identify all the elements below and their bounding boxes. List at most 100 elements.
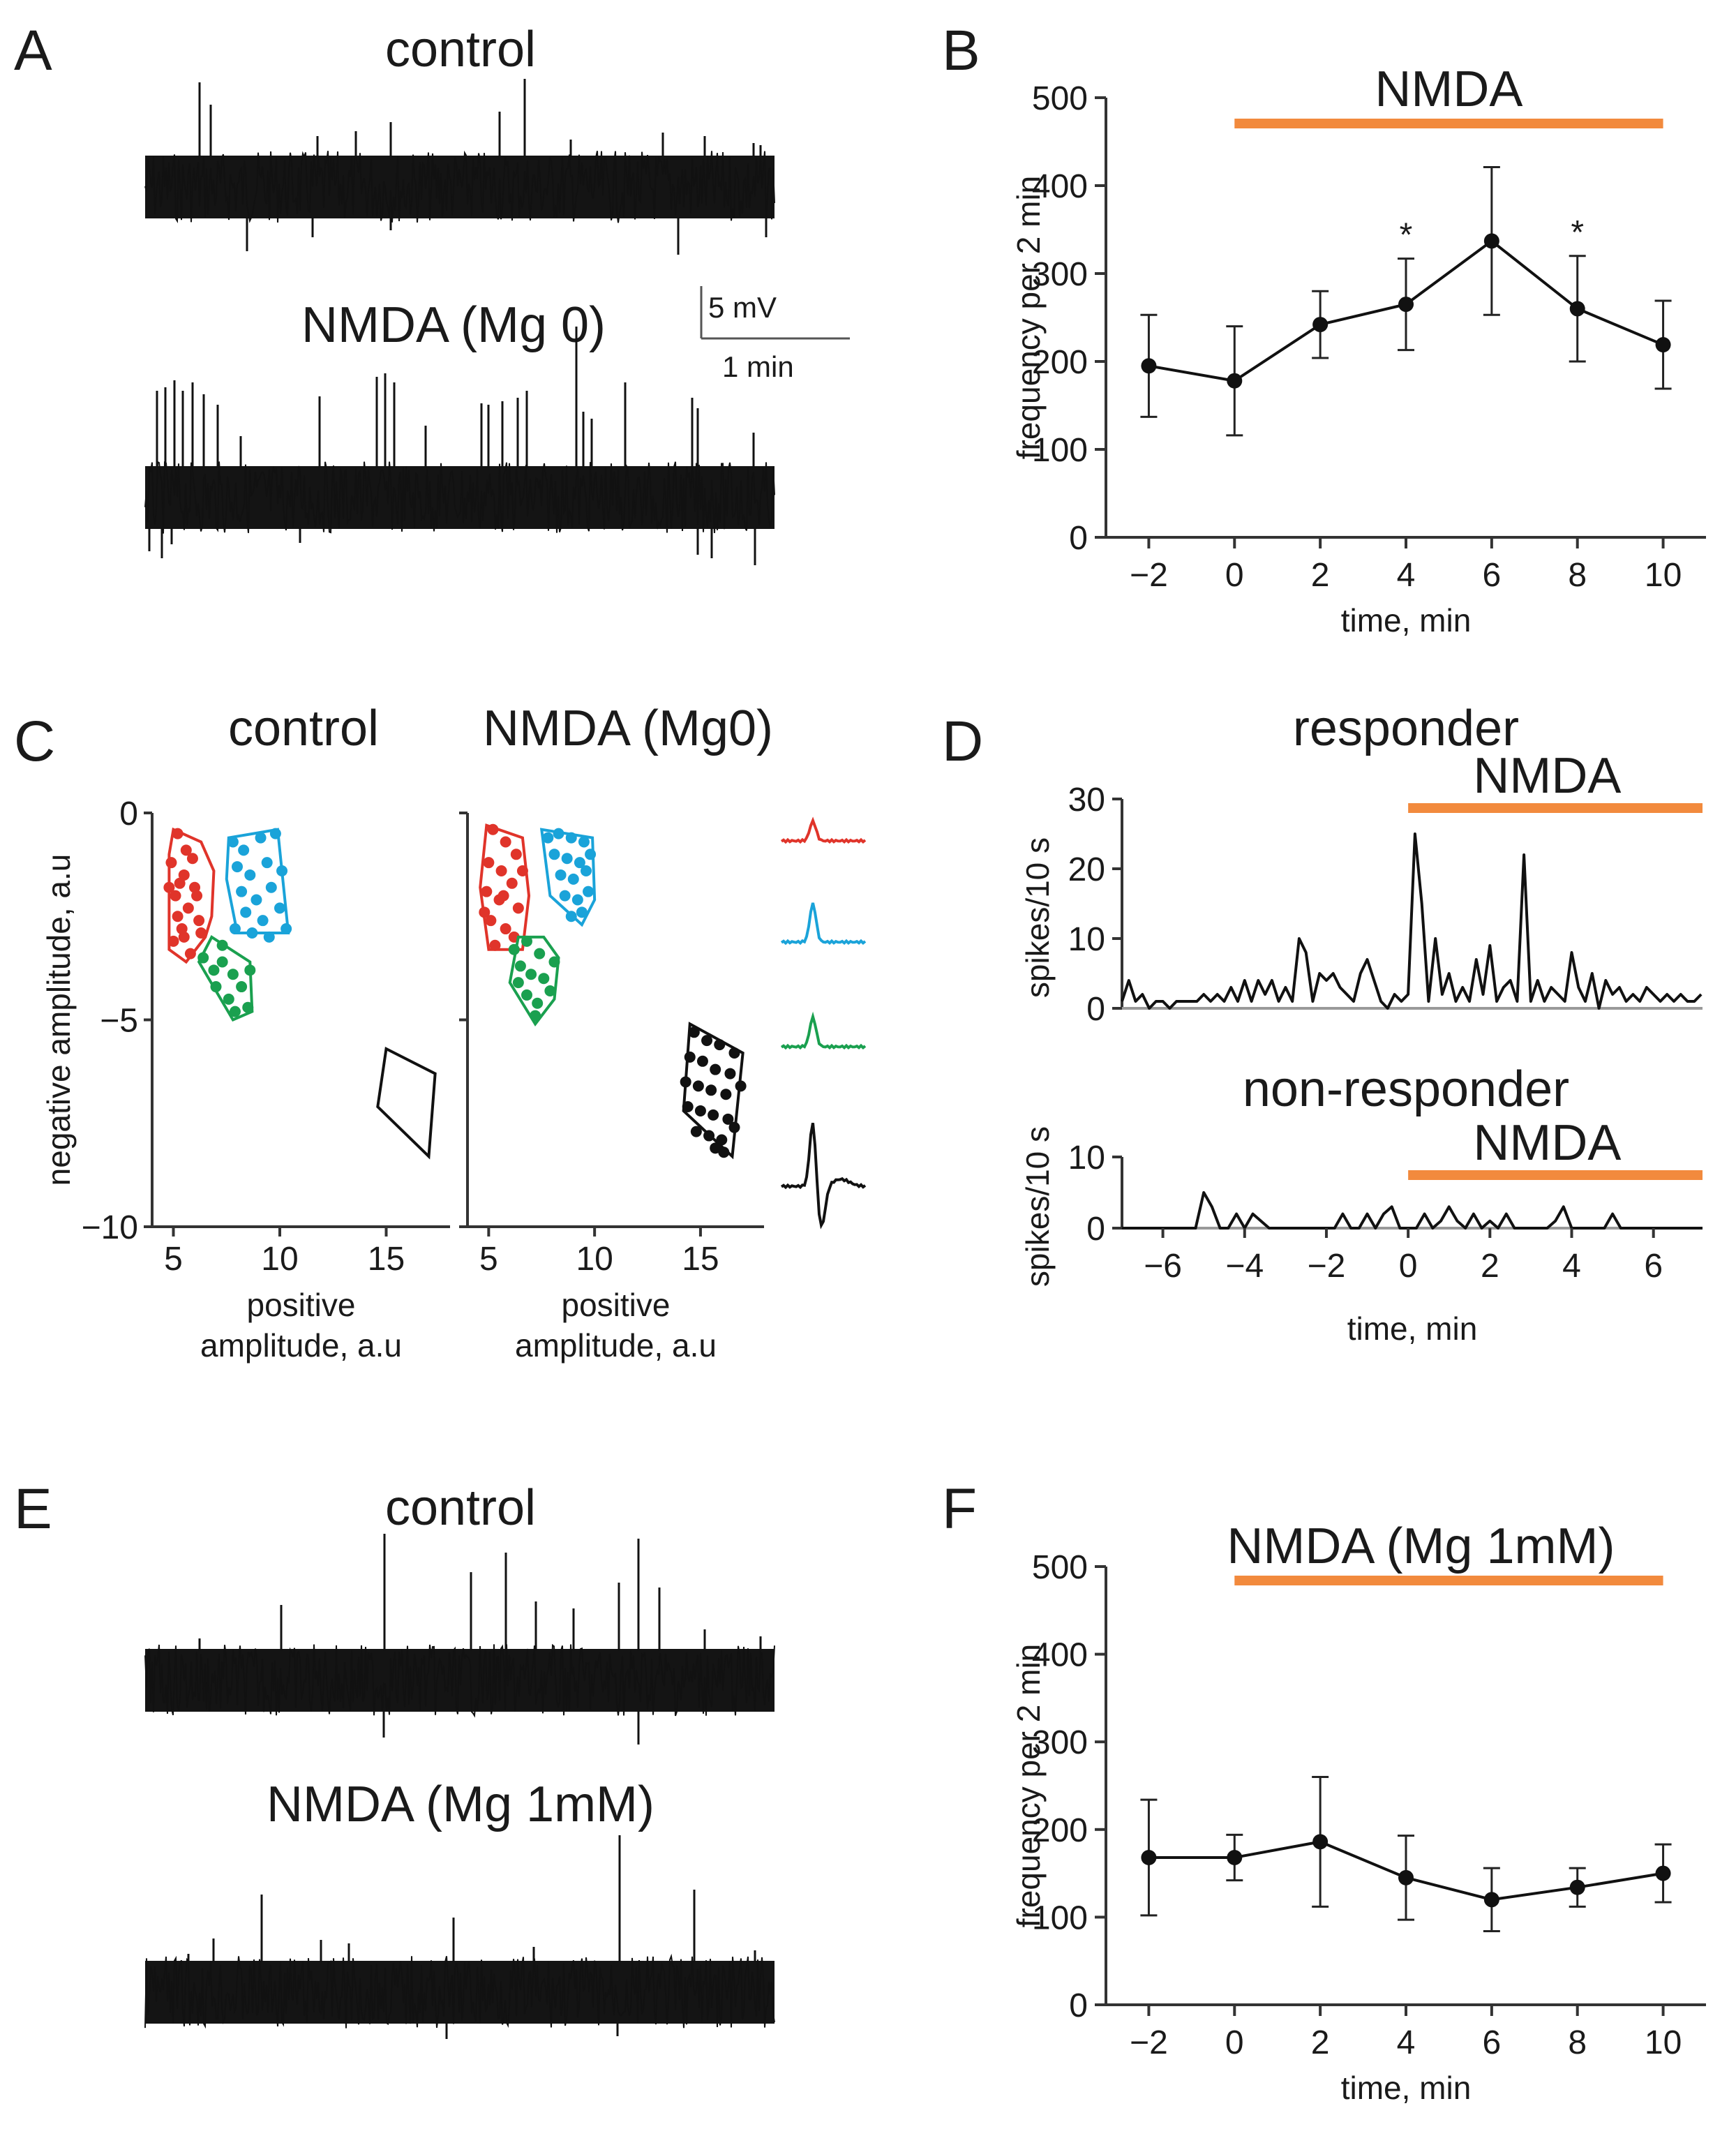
F-data-point xyxy=(1312,1834,1329,1850)
F-data-point xyxy=(1398,1869,1414,1885)
panel-d-letter: D xyxy=(942,710,983,773)
C-control-cluster-green-point xyxy=(216,956,228,968)
waveform-green xyxy=(780,1011,867,1050)
panel-e-nmda-noise xyxy=(144,1953,775,2029)
D-non-responder-y-axis-title: spikes/10 s xyxy=(1019,1126,1056,1287)
C-control-cluster-green-point xyxy=(210,981,222,993)
C-nmda-cluster-red-point xyxy=(485,915,497,927)
C-control-cluster-red-point xyxy=(178,869,190,881)
C-nmda-cluster-black-point xyxy=(696,1055,708,1067)
C-nmda-cluster-blue-point xyxy=(553,828,564,839)
panel-e-nmda-trace xyxy=(144,1835,775,2039)
C-nmda-cluster-red-hull xyxy=(479,823,531,951)
panel-d-non-responder-chart: non-responder 0 10 spikes/10 s NMDA −6 −4 −2 0 2 4… xyxy=(1019,1061,1703,1347)
C-nmda-cluster-blue-point xyxy=(555,869,567,881)
F-y-axis-title: frequency per 2 min xyxy=(1010,1644,1047,1928)
C-control-cluster-blue-point xyxy=(232,861,243,873)
F-y-tick-label: 400 xyxy=(1032,1637,1088,1674)
C-nmda-cluster-black-point xyxy=(710,1142,721,1154)
B-data-point xyxy=(1227,373,1243,389)
C-control-cluster-blue-point xyxy=(274,902,285,914)
C-control-cluster-blue-point xyxy=(261,857,273,869)
panel-a-scale-bar: 5 mV 1 min xyxy=(700,286,850,383)
C-control-cluster-green-point xyxy=(242,1001,254,1013)
C-control-cluster-blue-point xyxy=(236,886,248,897)
C-control-cluster-green-point xyxy=(208,964,220,976)
C-control-cluster-blue-point xyxy=(244,869,256,881)
D-non-responder-x-tick-label: 4 xyxy=(1562,1248,1581,1285)
panel-f-frequency-chart: 0 100 200 300 400 500 −2 0 2 4 6 8 10 time, min freque… xyxy=(1010,1518,1706,2106)
C-nmda-cluster-blue-point xyxy=(561,853,573,865)
B-x-tick-label: 10 xyxy=(1645,557,1682,594)
C-nmda-cluster-black-point xyxy=(692,1080,704,1092)
C-nmda-cluster-black-point xyxy=(682,1101,694,1113)
C-nmda-cluster-red-point xyxy=(510,849,522,860)
C-nmda-cluster-blue-point xyxy=(576,906,588,918)
B-y-tick-label: 500 xyxy=(1032,80,1088,117)
C-control-cluster-red-point xyxy=(180,844,192,856)
D-non-responder-x-tick-label: −2 xyxy=(1308,1248,1346,1285)
panel-a-nmda-trace xyxy=(144,327,775,565)
C-control-cluster-red-point xyxy=(165,857,177,869)
B-x-tick-label: −2 xyxy=(1130,557,1168,594)
panel-b-frequency-chart: 0 100 200 300 400 500 −2 0 2 4 6 8 10 time, min freque… xyxy=(1010,61,1706,638)
C-nmda-cluster-blue-point xyxy=(559,890,571,902)
B-data-point xyxy=(1569,301,1585,317)
C-nmda-cluster-black-point xyxy=(688,1026,700,1038)
C-control-cluster-blue-point xyxy=(255,832,267,844)
C-nmda-cluster-green-point xyxy=(544,985,556,996)
C-nmda-cluster-black-point xyxy=(684,1051,696,1063)
C-nmda-x-tick-label: 10 xyxy=(576,1241,613,1278)
C-nmda-cluster-green-point xyxy=(512,977,524,989)
B-x-tick-label: 0 xyxy=(1225,557,1244,594)
C-nmda-x-axis-title-line1: positive xyxy=(562,1287,671,1323)
panel-c-nmda-label: NMDA (Mg0) xyxy=(483,701,773,756)
C-control-cluster-red-point xyxy=(174,877,186,889)
C-control-cluster-green-point xyxy=(244,964,256,976)
C-nmda-x-axis-title-line2: amplitude, a.u xyxy=(515,1327,717,1364)
C-control-cluster-red-point xyxy=(178,931,190,943)
C-nmda-cluster-red-point xyxy=(500,923,511,935)
D-non-responder-x-tick-label: 6 xyxy=(1644,1248,1663,1285)
D-non-responder-x-tick-label: 2 xyxy=(1481,1248,1499,1285)
C-nmda-x-tick-label: 5 xyxy=(479,1241,498,1278)
B-x-tick-label: 6 xyxy=(1483,557,1502,594)
C-control-cluster-red-point xyxy=(172,911,184,922)
scale-bar-voltage-label: 5 mV xyxy=(708,291,777,324)
B-y-axis-title: frequency per 2 min xyxy=(1010,176,1047,460)
D-non-responder-y-tick-label: 0 xyxy=(1086,1211,1105,1248)
C-control-y-tick-label: 0 xyxy=(119,795,138,832)
D-non-responder-nmda-bar-label: NMDA xyxy=(1473,1115,1621,1171)
panel-e-control-noise xyxy=(144,1643,775,1718)
panel-a-control-noise-band xyxy=(145,156,775,218)
F-data-point xyxy=(1569,1879,1585,1895)
F-x-tick-label: 2 xyxy=(1311,2024,1330,2061)
panel-e-nmda-label: NMDA (Mg 1mM) xyxy=(267,1777,654,1832)
C-nmda-cluster-black-point xyxy=(694,1105,706,1116)
C-nmda-cluster-black-point xyxy=(708,1109,719,1121)
waveform-blue xyxy=(780,902,867,946)
C-nmda-cluster-black-point xyxy=(728,1121,740,1133)
panel-a-nmda-noise xyxy=(144,461,775,534)
panel-f-letter: F xyxy=(942,1477,977,1541)
C-control-cluster-blue-point xyxy=(229,923,241,935)
B-significance-marker: * xyxy=(1571,214,1584,251)
C-nmda-cluster-green-point xyxy=(521,935,532,947)
D-non-responder-title: non-responder xyxy=(1243,1061,1569,1117)
F-data-point xyxy=(1141,1849,1157,1865)
C-nmda-cluster-black-point xyxy=(722,1113,734,1125)
B-significance-marker: * xyxy=(1400,217,1413,254)
C-nmda-cluster-black-point xyxy=(718,1146,730,1158)
C-control-cluster-green-point xyxy=(223,993,234,1005)
C-nmda-cluster-black-point xyxy=(716,1134,728,1146)
C-control-x-axis-title-line2: amplitude, a.u xyxy=(200,1327,402,1364)
C-nmda-cluster-green-point xyxy=(525,969,537,980)
C-nmda-cluster-red-point xyxy=(500,836,511,848)
C-control-cluster-blue-point xyxy=(263,931,275,943)
C-nmda-cluster-blue-point xyxy=(565,832,577,844)
C-control-cluster-blue-point xyxy=(257,915,269,927)
C-control-cluster-blue-hull xyxy=(225,828,290,934)
C-nmda-cluster-red-point xyxy=(506,877,518,889)
C-control-cluster-red-point xyxy=(191,890,203,902)
